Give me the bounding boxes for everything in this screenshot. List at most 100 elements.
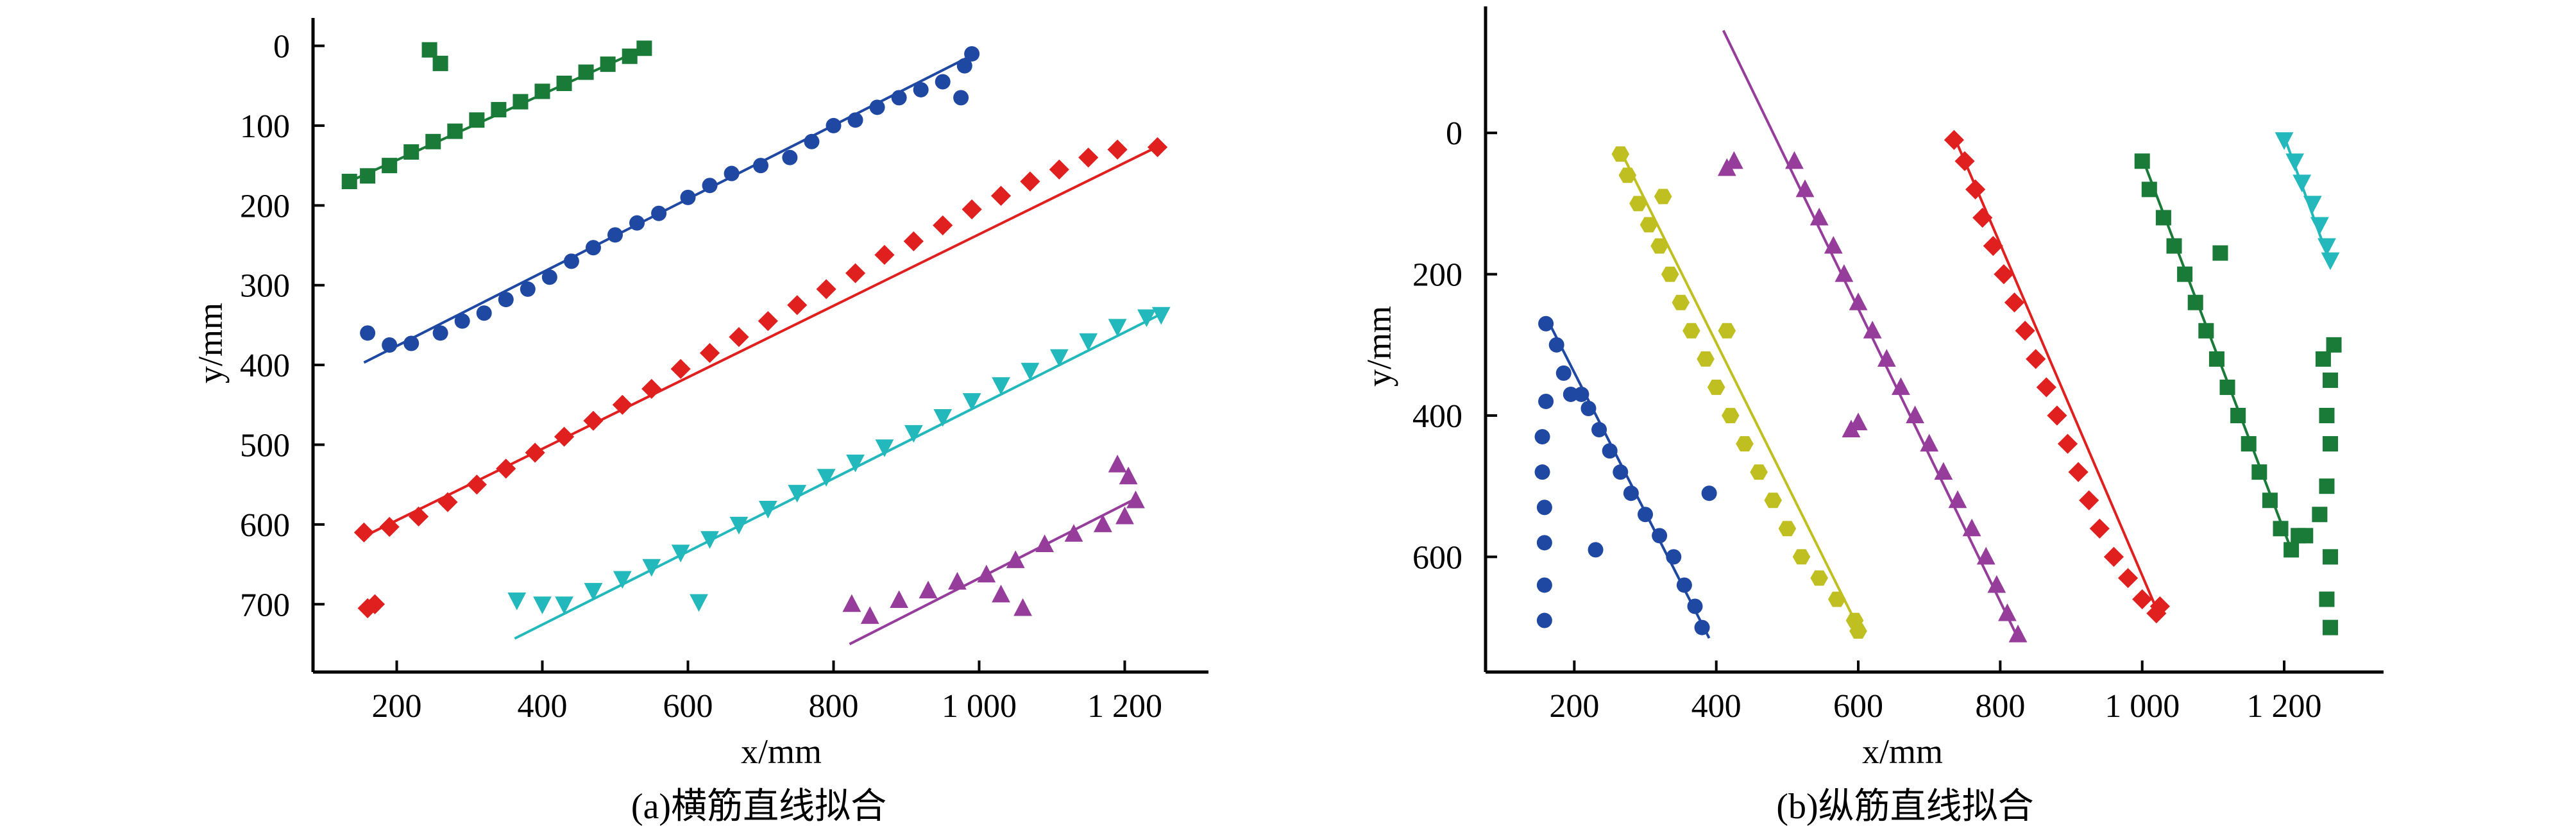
data-point-blue bbox=[1638, 507, 1654, 523]
panel-a-x-ticks: 200 400 600 800 1 000 1 200 bbox=[372, 661, 1162, 725]
data-point-red bbox=[641, 378, 662, 400]
data-point-red bbox=[1020, 171, 1040, 192]
data-point-green bbox=[403, 144, 419, 160]
data-point-green bbox=[447, 123, 463, 139]
data-point-green bbox=[432, 55, 448, 71]
data-point-blue bbox=[563, 253, 579, 269]
data-point-green bbox=[491, 102, 507, 118]
x-tick-label: 1 000 bbox=[2105, 688, 2180, 725]
data-point-olive bbox=[1736, 436, 1754, 451]
data-point-purple bbox=[1064, 524, 1083, 542]
data-point-green bbox=[556, 76, 572, 91]
data-point-blue bbox=[1701, 485, 1717, 501]
x-tick-label: 600 bbox=[663, 688, 713, 725]
data-point-green bbox=[341, 174, 357, 189]
data-point-red bbox=[670, 358, 691, 379]
data-point-blue bbox=[891, 90, 907, 106]
data-point-cyan bbox=[555, 596, 573, 614]
data-point-blue bbox=[1602, 443, 1618, 459]
data-point-red bbox=[2068, 462, 2089, 482]
data-point-purple bbox=[1785, 151, 1804, 169]
data-point-green bbox=[2155, 210, 2171, 226]
data-point-olive bbox=[1650, 238, 1668, 254]
data-point-olive bbox=[1849, 623, 1867, 639]
x-tick-label: 600 bbox=[1833, 688, 1883, 725]
data-point-olive bbox=[1707, 380, 1725, 395]
data-point-purple bbox=[1877, 349, 1896, 367]
data-point-red bbox=[353, 522, 375, 543]
data-point-blue bbox=[869, 99, 885, 115]
data-point-green bbox=[2319, 408, 2335, 424]
y-tick-label: 400 bbox=[240, 348, 290, 384]
panel-a-x-axis-label: x/mm bbox=[741, 732, 822, 771]
data-point-red bbox=[2047, 405, 2067, 426]
x-tick-label: 800 bbox=[1975, 688, 2025, 725]
data-point-green bbox=[2312, 507, 2328, 523]
data-point-blue bbox=[476, 305, 492, 321]
data-point-red bbox=[1994, 264, 2014, 285]
data-point-cyan bbox=[533, 596, 552, 614]
data-point-cyan bbox=[613, 571, 632, 589]
data-point-green bbox=[2322, 549, 2338, 565]
data-point-purple bbox=[919, 580, 938, 599]
data-point-cyan bbox=[817, 469, 836, 487]
panel-a-fit-lines bbox=[348, 47, 1160, 646]
data-point-cyan bbox=[729, 516, 749, 535]
data-point-purple bbox=[1906, 405, 1924, 424]
data-point-blue bbox=[1573, 386, 1589, 402]
data-point-blue bbox=[953, 90, 969, 106]
data-point-red bbox=[612, 394, 632, 415]
data-point-purple bbox=[1115, 506, 1134, 525]
data-point-green bbox=[2230, 408, 2246, 424]
data-point-blue bbox=[1676, 577, 1692, 593]
data-point-red bbox=[962, 199, 982, 220]
data-point-blue bbox=[1613, 464, 1629, 480]
data-point-olive bbox=[1672, 294, 1690, 310]
panel-b: 0 200 400 600 200 400 600 800 1 000 1 200 x/mm y… bbox=[1360, 6, 2384, 827]
data-point-purple bbox=[1795, 179, 1815, 198]
data-point-cyan bbox=[690, 594, 708, 612]
panel-a-caption: (a)横筋直线拟合 bbox=[631, 787, 886, 827]
fit-line-red bbox=[1953, 135, 2162, 618]
data-point-green bbox=[2219, 379, 2235, 395]
data-point-blue bbox=[1538, 393, 1554, 409]
fit-line-olive bbox=[1619, 149, 1863, 635]
data-point-blue bbox=[1563, 386, 1579, 402]
data-point-red bbox=[583, 410, 604, 431]
data-point-blue bbox=[607, 227, 623, 243]
data-point-purple bbox=[1976, 546, 1996, 565]
data-point-red bbox=[933, 215, 953, 236]
panel-b-markers bbox=[1534, 130, 2342, 643]
data-point-purple bbox=[1094, 514, 1112, 532]
data-point-red bbox=[2036, 377, 2056, 398]
data-point-purple bbox=[1035, 534, 1055, 552]
panel-b-x-axis-label: x/mm bbox=[1862, 732, 1943, 771]
fit-line-purple bbox=[849, 499, 1133, 646]
data-point-purple bbox=[1962, 518, 1981, 537]
data-point-blue bbox=[1580, 400, 1597, 416]
data-point-olive bbox=[1697, 351, 1715, 367]
data-point-green bbox=[513, 94, 529, 110]
data-point-red bbox=[699, 342, 720, 364]
data-point-green bbox=[2198, 323, 2214, 339]
y-tick-label: 100 bbox=[240, 108, 290, 145]
data-point-cyan bbox=[2303, 196, 2322, 214]
data-point-purple bbox=[992, 584, 1010, 603]
data-point-purple bbox=[1835, 264, 1854, 282]
data-point-green bbox=[2315, 351, 2331, 367]
y-tick-label: 200 bbox=[1412, 257, 1462, 294]
y-tick-label: 0 bbox=[273, 29, 290, 65]
data-point-purple bbox=[1863, 321, 1882, 339]
data-point-blue bbox=[629, 215, 645, 231]
data-point-red bbox=[2117, 568, 2139, 589]
data-point-olive bbox=[1654, 189, 1672, 205]
data-point-red bbox=[1983, 235, 2003, 257]
data-point-green bbox=[622, 48, 638, 64]
data-point-purple bbox=[1809, 207, 1829, 226]
data-point-green bbox=[600, 56, 616, 72]
data-point-olive bbox=[1718, 323, 1736, 339]
data-point-red bbox=[1965, 179, 1986, 199]
data-point-cyan bbox=[933, 408, 953, 427]
data-point-green bbox=[421, 42, 437, 58]
y-tick-label: 200 bbox=[240, 188, 290, 224]
